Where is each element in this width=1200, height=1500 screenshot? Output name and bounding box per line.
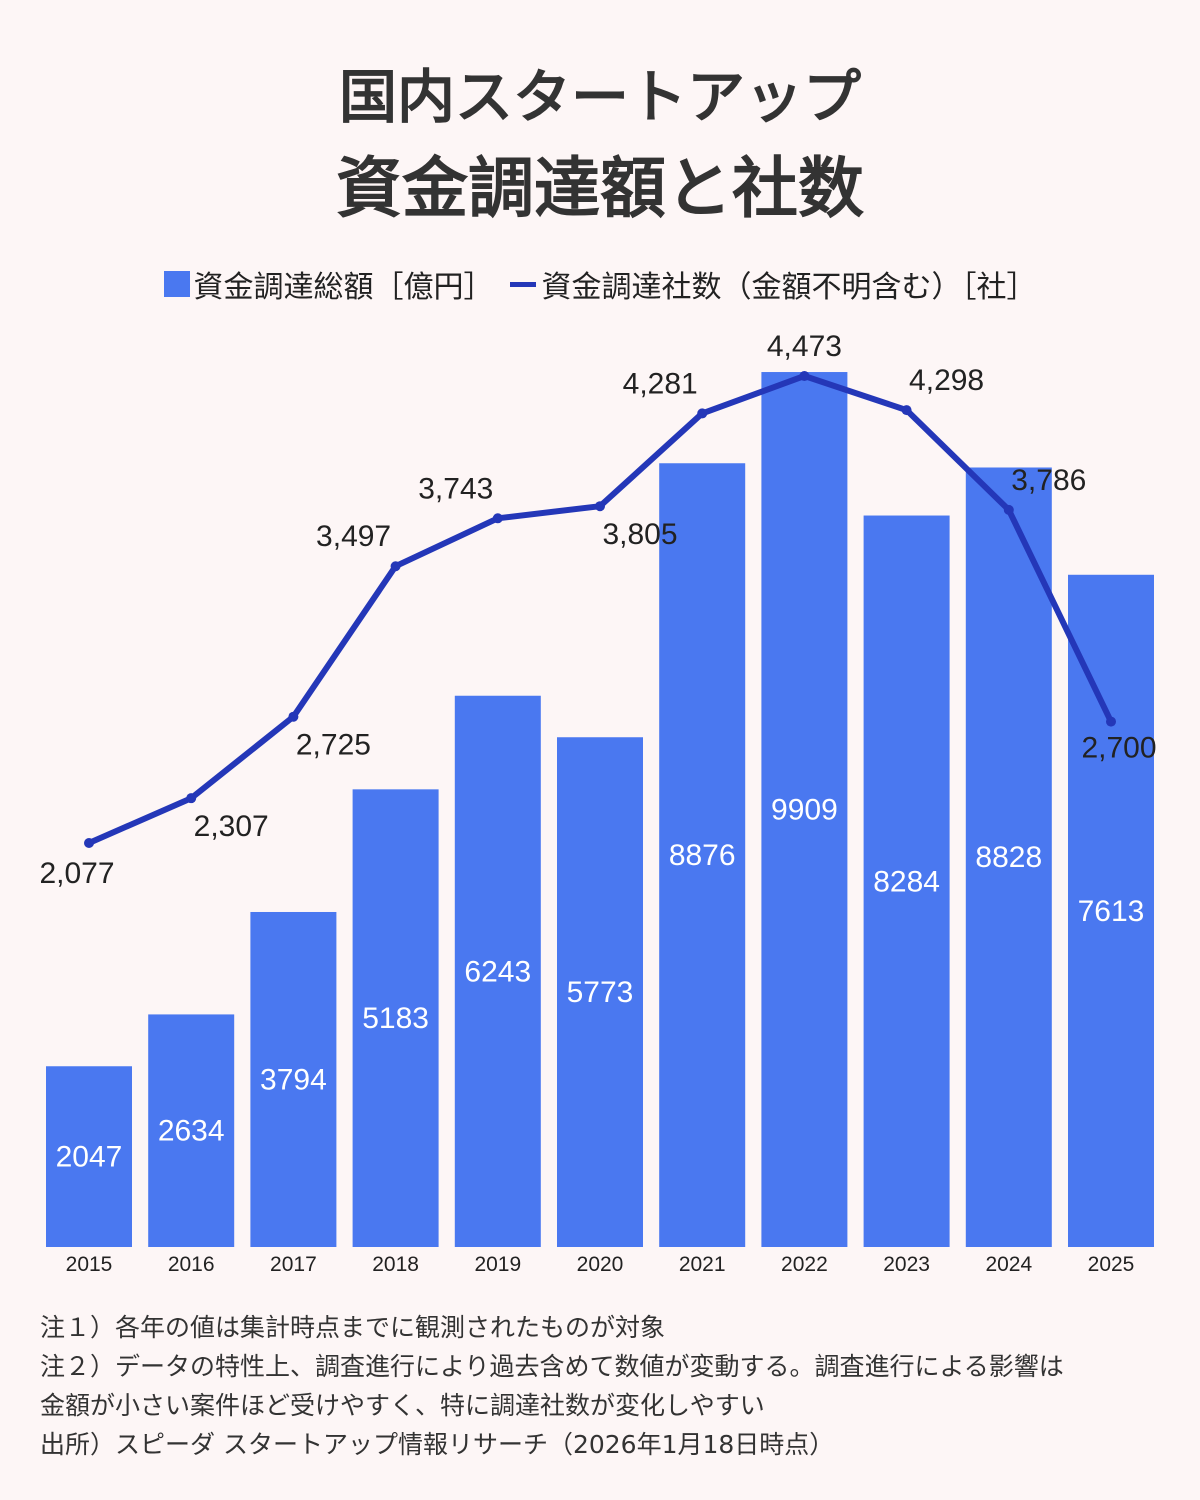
line-value-label-2018: 3,497 <box>316 520 391 553</box>
line-point-2024 <box>1003 504 1014 515</box>
legend-line-label: 資金調達社数（金額不明含む）［社］ <box>541 270 1037 305</box>
bar-2022 <box>761 372 848 1248</box>
bar-value-label-2016: 2634 <box>158 1115 225 1148</box>
line-point-2023 <box>901 405 912 416</box>
line-value-label-2020: 3,805 <box>602 518 677 551</box>
line-value-label-2025: 2,700 <box>1081 732 1156 765</box>
chart-title-line2: 資金調達額と社数 <box>336 150 864 227</box>
line-value-label-2015: 2,077 <box>39 857 114 890</box>
line-value-label-2024: 3,786 <box>1011 464 1086 497</box>
legend: 資金調達総額［億円］ 資金調達社数（金額不明含む）［社］ <box>0 262 1200 306</box>
line-value-label-2019: 3,743 <box>418 472 493 505</box>
legend-line-swatch <box>509 281 536 287</box>
x-tick-label-2024: 2024 <box>985 1253 1032 1276</box>
bar-value-label-2023: 8284 <box>873 865 940 898</box>
line-value-label-2022: 4,473 <box>767 330 842 363</box>
line-point-2018 <box>390 561 401 572</box>
line-value-label-2017: 2,725 <box>296 729 371 762</box>
x-tick-label-2021: 2021 <box>679 1253 726 1276</box>
legend-bar-label: 資金調達総額［億円］ <box>193 270 494 305</box>
line-value-label-2021: 4,281 <box>623 367 698 400</box>
legend-bar-swatch <box>163 271 190 297</box>
x-tick-label-2016: 2016 <box>168 1253 215 1276</box>
x-tick-label-2022: 2022 <box>781 1253 828 1276</box>
bar-value-label-2020: 5773 <box>567 976 634 1009</box>
x-tick-label-2017: 2017 <box>270 1253 317 1276</box>
chart-title-line1: 国内スタートアップ <box>338 63 861 131</box>
bar-value-label-2019: 6243 <box>464 955 531 988</box>
x-tick-label-2015: 2015 <box>66 1253 113 1276</box>
line-point-2022 <box>799 371 810 381</box>
footnote-3: 金額が小さい案件ほど受けやすく、特に調達社数が変化しやすい <box>40 1391 765 1420</box>
bar-value-label-2017: 3794 <box>260 1063 327 1096</box>
line-point-2019 <box>492 513 503 524</box>
x-tick-label-2023: 2023 <box>883 1253 930 1276</box>
bar-value-label-2021: 8876 <box>669 839 736 872</box>
bar-value-label-2022: 9909 <box>771 794 838 827</box>
bar-2016 <box>148 1014 235 1247</box>
bar-2023 <box>863 515 950 1247</box>
footnote-2: 注２）データの特性上、調査進行により過去含めて数値が変動する。調査進行による影響… <box>40 1352 1064 1381</box>
bar-2019 <box>454 695 541 1247</box>
footnotes: 注１）各年の値は集計時点までに観測されたものが対象 注２）データの特性上、調査進… <box>40 1308 1170 1464</box>
line-point-2025 <box>1106 716 1116 727</box>
footnote-1: 注１）各年の値は集計時点までに観測されたものが対象 <box>40 1313 666 1342</box>
x-tick-label-2019: 2019 <box>474 1253 521 1276</box>
line-point-2015 <box>84 838 94 848</box>
line-point-2017 <box>288 711 299 722</box>
line-point-2020 <box>595 501 605 512</box>
x-tick-label-2025: 2025 <box>1088 1253 1135 1276</box>
bar-2021 <box>659 463 746 1247</box>
line-point-2016 <box>186 793 197 804</box>
bar-2025 <box>1068 574 1154 1247</box>
x-tick-label-2018: 2018 <box>372 1253 419 1276</box>
bar-2024 <box>965 467 1052 1247</box>
x-tick-label-2020: 2020 <box>577 1253 624 1276</box>
line-point-2021 <box>697 408 708 419</box>
bar-2020 <box>557 737 643 1247</box>
bar-value-label-2024: 8828 <box>975 841 1042 874</box>
bar-value-label-2018: 5183 <box>362 1002 429 1035</box>
combo-chart: 2047 2015 2634 2016 3794 2017 5183 2018 6243 2019… <box>39 330 1156 1276</box>
bar-value-label-2025: 7613 <box>1078 895 1145 928</box>
bar-2018 <box>352 789 439 1247</box>
bar-2017 <box>250 911 337 1247</box>
line-value-label-2023: 4,298 <box>909 364 984 397</box>
bar-value-label-2015: 2047 <box>56 1141 123 1174</box>
bar-2015 <box>46 1066 132 1247</box>
line-value-label-2016: 2,307 <box>194 810 269 843</box>
footnote-4: 出所）スピーダ スタートアップ情報リサーチ（2026年1月18日時点） <box>40 1430 835 1459</box>
